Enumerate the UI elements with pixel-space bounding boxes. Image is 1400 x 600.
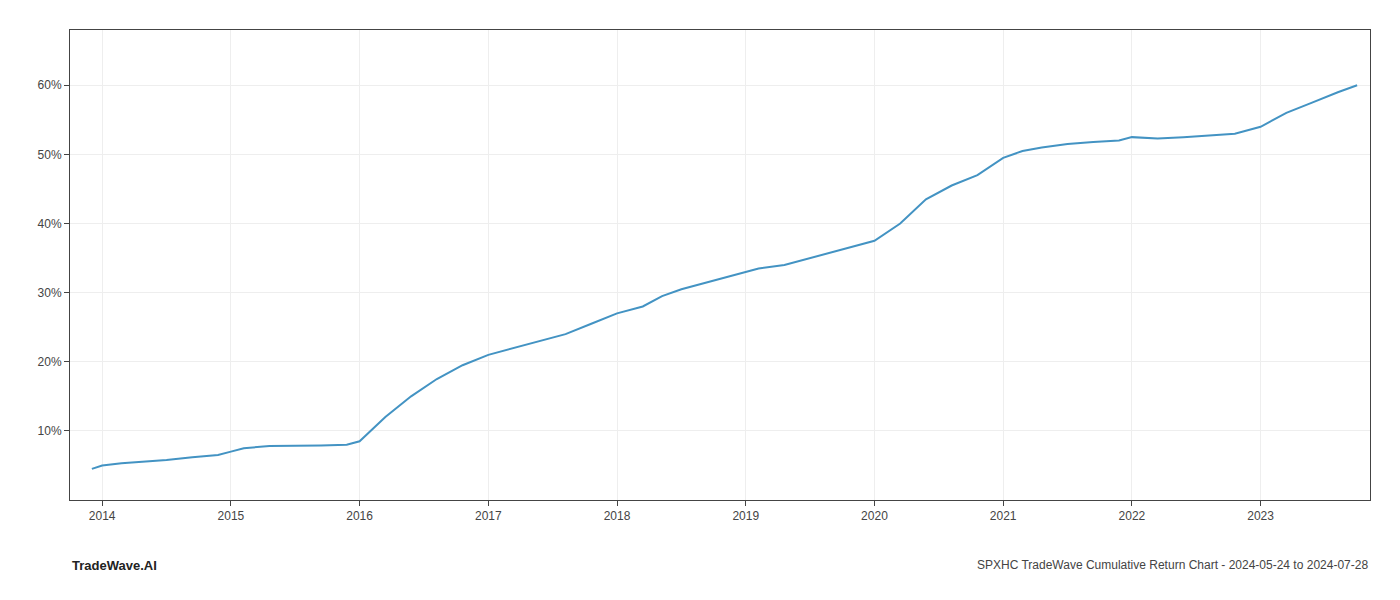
svg-text:2016: 2016 bbox=[346, 509, 373, 523]
svg-text:20%: 20% bbox=[38, 355, 62, 369]
svg-text:2020: 2020 bbox=[861, 509, 888, 523]
svg-text:60%: 60% bbox=[38, 78, 62, 92]
svg-text:2018: 2018 bbox=[604, 509, 631, 523]
svg-text:2015: 2015 bbox=[218, 509, 245, 523]
svg-text:SPXHC TradeWave Cumulative Ret: SPXHC TradeWave Cumulative Return Chart … bbox=[977, 558, 1368, 572]
svg-text:2023: 2023 bbox=[1247, 509, 1274, 523]
svg-text:2019: 2019 bbox=[732, 509, 759, 523]
svg-text:2017: 2017 bbox=[475, 509, 502, 523]
svg-text:2014: 2014 bbox=[89, 509, 116, 523]
svg-text:10%: 10% bbox=[38, 424, 62, 438]
svg-text:2021: 2021 bbox=[990, 509, 1017, 523]
svg-text:TradeWave.AI: TradeWave.AI bbox=[72, 558, 157, 573]
svg-text:50%: 50% bbox=[38, 148, 62, 162]
svg-text:2022: 2022 bbox=[1119, 509, 1146, 523]
svg-text:30%: 30% bbox=[38, 286, 62, 300]
svg-text:40%: 40% bbox=[38, 217, 62, 231]
